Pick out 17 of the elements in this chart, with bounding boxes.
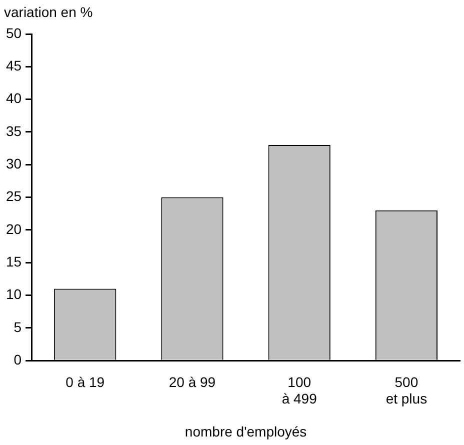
x-tick-label: 100 à 499 <box>282 374 318 407</box>
y-tick-label: 5 <box>14 318 22 335</box>
x-tick-label: 0 à 19 <box>66 374 105 390</box>
y-tick-label: 35 <box>6 122 22 139</box>
y-tick-label: 15 <box>6 253 22 270</box>
y-tick-label: 50 <box>6 24 22 41</box>
y-tick-label: 40 <box>6 90 22 106</box>
x-tick-label: 20 à 99 <box>168 374 216 390</box>
y-tick-label: 0 <box>14 351 22 368</box>
x-axis-title: nombre d'employés <box>184 423 307 440</box>
y-tick-label: 25 <box>6 188 22 204</box>
y-tick-label: 10 <box>6 286 22 302</box>
y-tick-label: 30 <box>6 156 22 172</box>
y-tick-label: 45 <box>6 58 22 74</box>
y-tick-label: 20 <box>6 220 22 237</box>
x-tick-label: 500 et plus <box>386 374 428 407</box>
y-axis-title: variation en % <box>4 4 93 20</box>
